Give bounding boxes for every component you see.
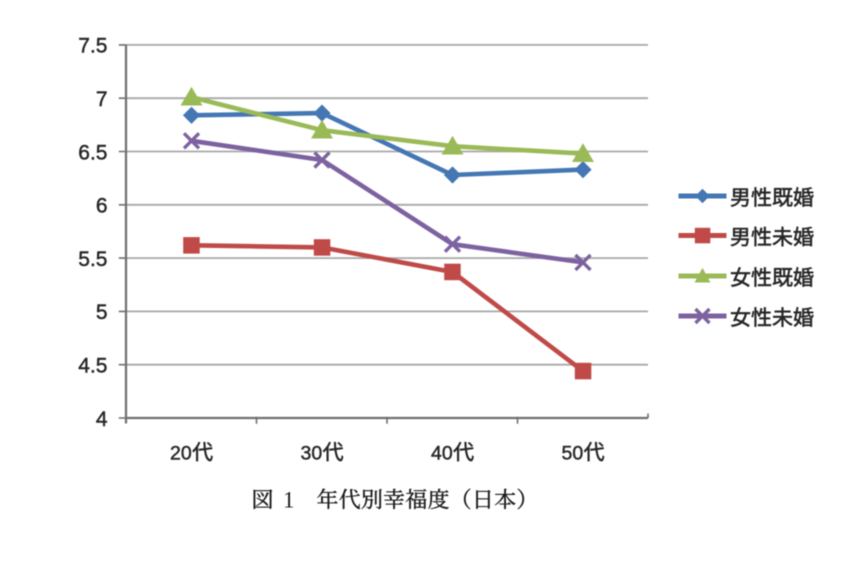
svg-text:7: 7 <box>96 88 108 111</box>
svg-text:40: 40 <box>431 443 453 465</box>
svg-text:6.5: 6.5 <box>78 141 107 164</box>
svg-text:4.5: 4.5 <box>78 355 107 378</box>
svg-text:5: 5 <box>96 301 108 324</box>
svg-text:20: 20 <box>170 443 192 465</box>
svg-text:4: 4 <box>96 408 108 431</box>
svg-text:6: 6 <box>96 195 108 218</box>
svg-text:5.5: 5.5 <box>78 248 107 271</box>
svg-text:30: 30 <box>301 443 323 465</box>
svg-text:50: 50 <box>562 443 584 465</box>
svg-text:7.5: 7.5 <box>78 35 107 58</box>
svg-text:1: 1 <box>283 487 295 512</box>
